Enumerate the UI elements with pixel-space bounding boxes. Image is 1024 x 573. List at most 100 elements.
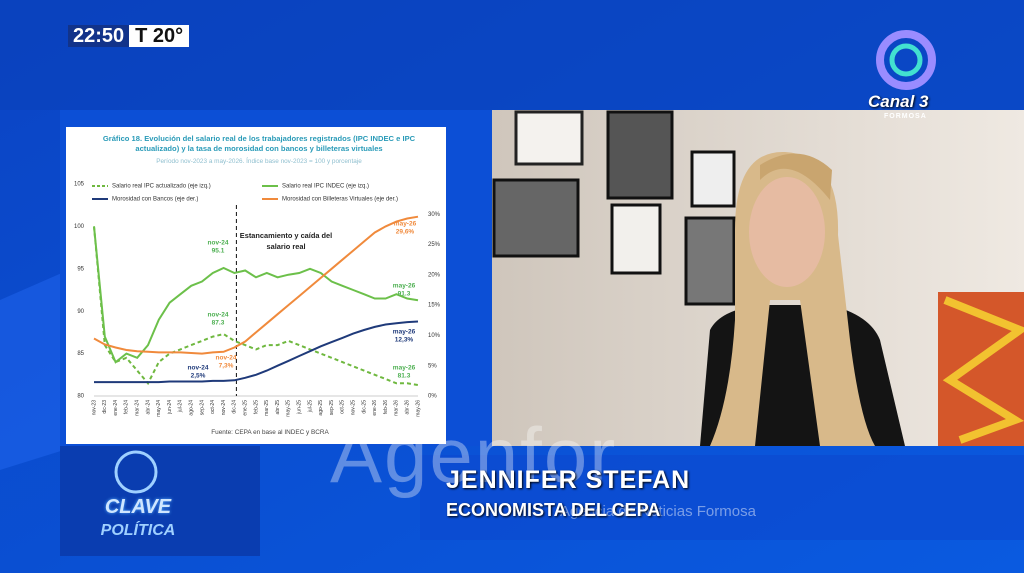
legend-label: Morosidad con Billeteras Virtuales (eje … [282, 197, 398, 203]
x-tick-label: sep-25 [329, 400, 335, 416]
annotation-value: 91.3 [398, 291, 411, 298]
frame [610, 203, 662, 275]
lower-third [420, 455, 1024, 540]
annotation-date: nov-24 [216, 355, 237, 362]
x-tick-label: sep-24 [199, 400, 205, 416]
frame [514, 110, 584, 166]
chart-note: Estancamiento y caída del salario real [239, 231, 333, 251]
y2-tick-label: 5% [428, 363, 437, 369]
x-tick-label: ago-24 [189, 400, 195, 416]
person-face [749, 177, 825, 287]
annotation-value: 2,5% [191, 373, 206, 380]
program-title: CLAVE [104, 496, 172, 518]
x-tick-label: dic-23 [102, 400, 108, 414]
x-tick-label: may-25 [286, 400, 292, 417]
x-tick-label: abr-26 [405, 400, 411, 415]
x-tick-label: ene-24 [113, 400, 119, 416]
channel-region: FORMOSA [884, 113, 927, 120]
series-line [93, 226, 419, 364]
annotation-date: nov-24 [208, 240, 229, 247]
legend-label: Morosidad con Bancos (eje der.) [112, 197, 198, 203]
x-tick-label: nov-25 [351, 400, 357, 416]
annotation-value: 7,3% [219, 363, 234, 370]
clock-bar: 22:50 T 20° [68, 25, 190, 47]
time: 22:50 [68, 25, 130, 47]
x-tick-label: mar-26 [394, 400, 400, 416]
frame [684, 216, 736, 306]
y-tick-label: 100 [74, 224, 85, 230]
channel-logo [889, 43, 923, 77]
y2-tick-label: 0% [428, 394, 437, 400]
legend-label: Salario real IPC actualizado (eje izq.) [112, 184, 211, 190]
x-tick-label: mar-25 [264, 400, 270, 416]
annotation-date: may-26 [394, 221, 417, 228]
x-tick-label: oct-24 [210, 400, 216, 414]
y-tick-label: 80 [77, 394, 84, 400]
watermark-brand: Agenfor [330, 411, 618, 499]
legend-label: Salario real IPC INDEC (eje izq.) [282, 184, 369, 190]
x-tick-label: ene-26 [372, 400, 378, 416]
chart-subtitle: Período nov-2023 a may-2026. Índice base… [156, 158, 362, 165]
guest-name: JENNIFER STEFAN [446, 466, 691, 494]
y2-tick-label: 10% [428, 333, 441, 339]
x-tick-label: abr-25 [275, 400, 281, 415]
y-tick-label: 105 [74, 182, 85, 188]
y-tick-label: 90 [77, 309, 84, 315]
temperature: T 20° [129, 25, 190, 47]
top-band [0, 0, 1024, 110]
guest-role: ECONOMISTA DEL CEPA [446, 500, 661, 520]
x-tick-label: feb-24 [124, 400, 130, 414]
x-tick-label: dic-24 [232, 400, 238, 414]
x-tick-label: mar-24 [135, 400, 141, 416]
annotation-value: 87.3 [212, 320, 225, 327]
x-tick-label: nov-24 [221, 400, 227, 416]
x-tick-label: dic-25 [361, 400, 367, 414]
y2-tick-label: 20% [428, 272, 441, 278]
frame [690, 150, 736, 208]
annotation-date: may-26 [393, 329, 416, 336]
y2-tick-label: 15% [428, 303, 441, 309]
series-line [93, 226, 419, 386]
x-tick-label: jul-25 [307, 400, 313, 413]
series-line [94, 320, 419, 384]
watermark-tagline: Agencia de Noticias Formosa [560, 503, 756, 520]
annotation-date: nov-24 [208, 312, 229, 319]
x-tick-label: abr-24 [145, 400, 151, 415]
x-tick-label: jun-24 [167, 400, 173, 415]
x-tick-label: jun-25 [297, 400, 303, 415]
program-logo [114, 450, 158, 494]
annotation-value: 12,3% [395, 337, 414, 344]
channel-logo [876, 30, 936, 90]
chart-source: Fuente: CEPA en base al INDEC y BCRA [211, 429, 329, 436]
program-subtitle: POLÍTICA [100, 522, 176, 539]
y-tick-label: 85 [77, 351, 84, 357]
x-tick-label: feb-25 [253, 400, 259, 414]
x-tick-label: ago-25 [318, 400, 324, 416]
x-tick-label: nov-23 [91, 400, 97, 416]
annotation-date: may-26 [393, 365, 416, 372]
x-tick-label: feb-26 [383, 400, 389, 414]
x-tick-label: ene-25 [243, 400, 249, 416]
annotation-value: 95.1 [212, 248, 225, 255]
painting-stroke [942, 296, 1024, 444]
x-tick-label: oct-25 [340, 400, 346, 414]
x-tick-label: may-26 [415, 400, 421, 417]
program-panel [60, 446, 260, 556]
y2-tick-label: 30% [428, 212, 441, 218]
annotation-value: 29,6% [396, 229, 415, 236]
annotation-date: nov-24 [188, 365, 209, 372]
annotation-value: 81.3 [398, 373, 411, 380]
annotation-date: may-26 [393, 283, 416, 290]
frame [606, 110, 674, 200]
person-hair-top [760, 153, 832, 200]
y2-tick-label: 25% [428, 242, 441, 248]
frame [492, 178, 580, 258]
y-tick-label: 95 [77, 266, 84, 272]
x-tick-label: jul-24 [178, 400, 184, 413]
channel-name: Canal 3 [868, 92, 929, 111]
chart-card [66, 127, 446, 444]
series-line [93, 215, 419, 355]
